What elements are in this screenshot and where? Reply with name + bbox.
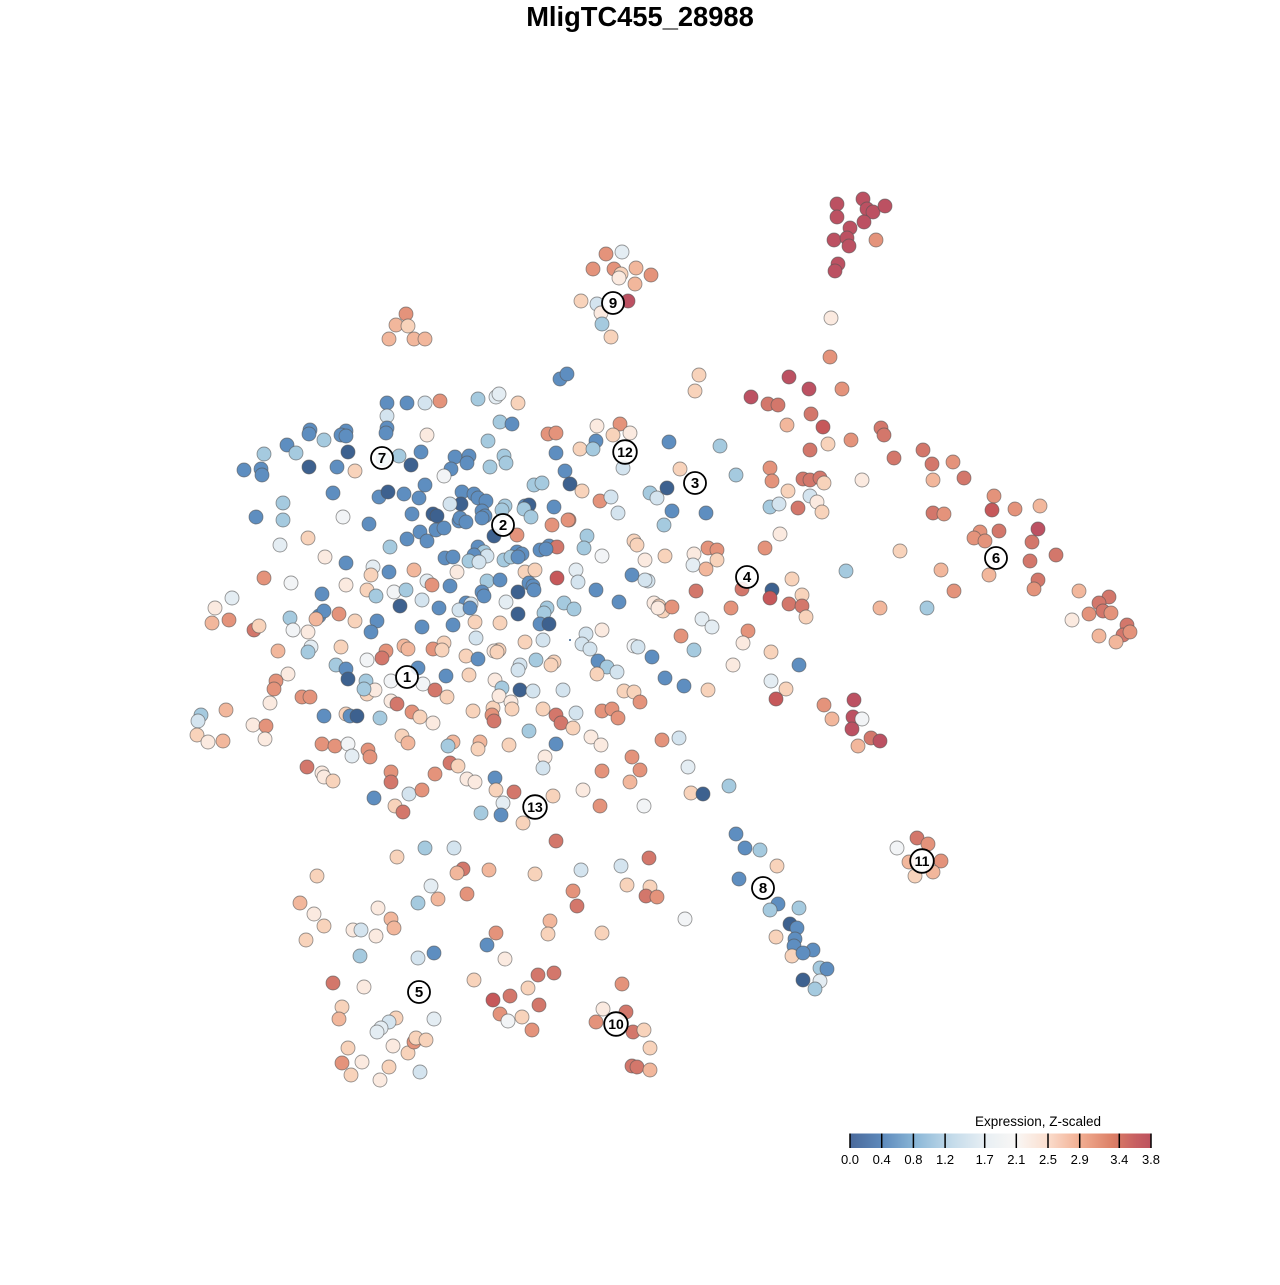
svg-text:Expression, Z-scaled: Expression, Z-scaled [975,1114,1101,1129]
svg-text:7: 7 [378,450,386,467]
svg-text:0.4: 0.4 [873,1152,891,1167]
svg-text:5: 5 [415,984,423,1001]
svg-text:6: 6 [992,550,1000,567]
svg-text:9: 9 [609,295,617,312]
svg-text:13: 13 [527,799,543,815]
svg-text:1.7: 1.7 [976,1152,994,1167]
svg-text:2.5: 2.5 [1039,1152,1057,1167]
svg-text:0.0: 0.0 [841,1152,859,1167]
svg-text:1.2: 1.2 [936,1152,954,1167]
svg-text:2.1: 2.1 [1007,1152,1025,1167]
svg-text:4: 4 [743,569,752,586]
svg-text:2: 2 [499,517,507,534]
svg-text:0.8: 0.8 [904,1152,922,1167]
svg-text:8: 8 [759,880,767,897]
svg-text:12: 12 [617,444,633,460]
svg-text:11: 11 [915,853,930,869]
svg-text:MligTC455_28988: MligTC455_28988 [526,1,754,32]
svg-text:10: 10 [608,1016,624,1032]
svg-text:3.4: 3.4 [1110,1152,1128,1167]
svg-text:3.8: 3.8 [1142,1152,1160,1167]
svg-text:3: 3 [691,475,699,492]
svg-text:2.9: 2.9 [1071,1152,1089,1167]
svg-text:1: 1 [403,669,411,686]
